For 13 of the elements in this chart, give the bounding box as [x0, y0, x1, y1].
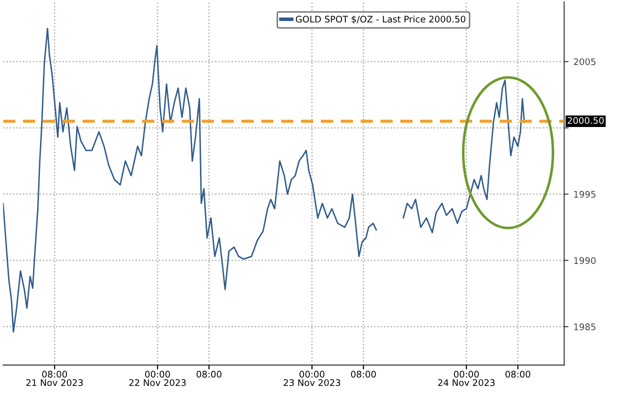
ref-line-label: 2000.50	[568, 117, 604, 124]
x-tick-label: 00:00 22 Nov 2023	[129, 370, 186, 386]
y-tick-label: 1985	[574, 323, 596, 330]
y-tick-label: 1995	[574, 190, 596, 198]
legend-label: GOLD SPOT $/OZ - Last Price 2000.50	[296, 16, 466, 24]
x-tick-label: 08:00	[196, 370, 222, 378]
x-tick-label: 08:00	[505, 370, 530, 378]
x-tick-label: 00:00 24 Nov 2023	[438, 370, 495, 386]
y-tick-label: 1990	[574, 257, 596, 264]
x-tick-label: 00:00 23 Nov 2023	[284, 370, 340, 386]
x-tick-label: 08:00	[351, 370, 376, 378]
y-tick-label: 2005	[574, 58, 596, 66]
x-tick-label: 08:00 21 Nov 2023	[26, 370, 83, 386]
